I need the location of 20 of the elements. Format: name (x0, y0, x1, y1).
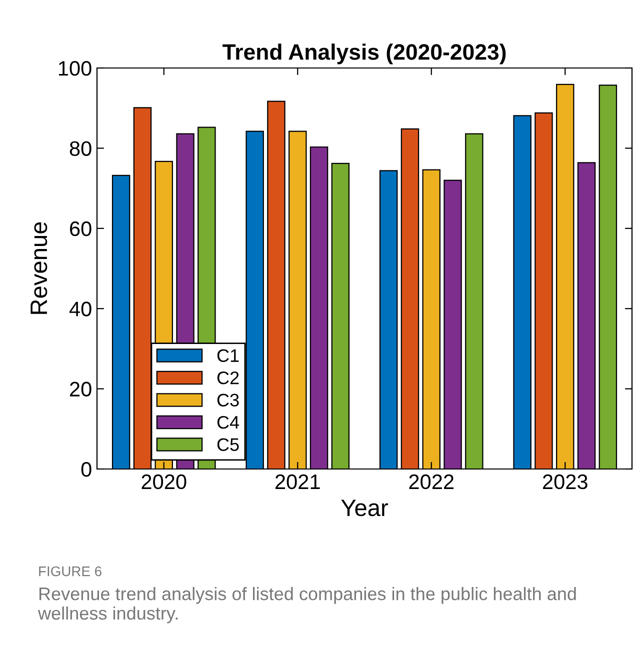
x-tick-label: 2023 (543, 474, 588, 490)
x-axis-title: Year (341, 500, 388, 516)
y-tick-label: 0 (81, 462, 92, 477)
legend-label: C2 (217, 371, 239, 384)
caption: FIGURE 6 (39, 566, 102, 576)
x-tick-label: 2020 (142, 474, 186, 490)
y-tick-label: 60 (70, 221, 92, 236)
chart-title: Trend Analysis (2020-2023) (222, 44, 506, 64)
legend-label: C5 (217, 438, 239, 451)
legend-label: C3 (217, 394, 239, 406)
y-tick-label: 40 (69, 302, 92, 316)
legend-label: C1 (217, 349, 239, 362)
text: Revenue trend analysis of listed companies in the public health and wellness industry. (38, 587, 576, 624)
y-tick-label: 100 (58, 61, 92, 76)
x-tick-label: 2021 (276, 474, 320, 490)
y-tick-label: 20 (70, 382, 92, 397)
x-tick-label: 2022 (409, 474, 454, 490)
y-axis-title: Revenue (30, 222, 48, 314)
y-tick-label: 80 (70, 141, 92, 156)
legend-label: C4 (217, 416, 240, 429)
